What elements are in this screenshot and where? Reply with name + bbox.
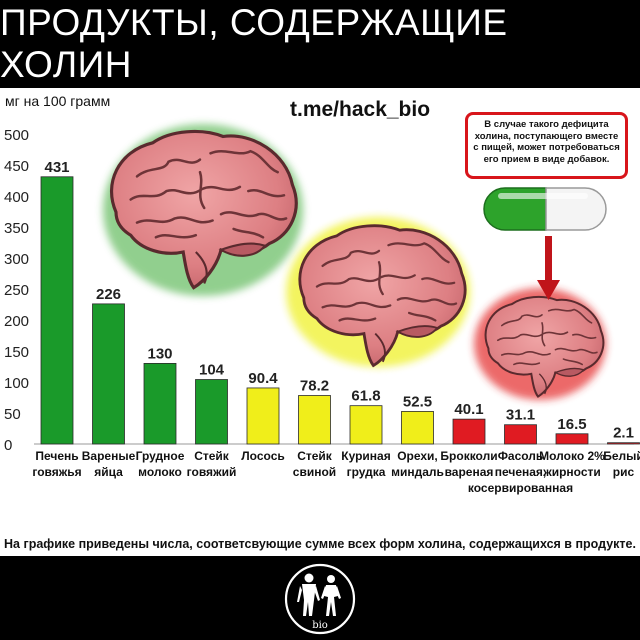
y-tick-label: 500	[4, 127, 29, 144]
brain-illustration-green	[103, 124, 303, 296]
brain-illustration-red	[474, 288, 606, 400]
category-label: Орехи,	[397, 449, 438, 463]
bar	[143, 362, 177, 445]
bar	[555, 433, 589, 445]
category-label: молоко	[138, 465, 182, 479]
category-label: Куриная	[341, 449, 390, 463]
category-label: Стейк	[194, 449, 230, 463]
y-tick-label: 100	[4, 375, 29, 392]
category-label: Фасоль	[498, 449, 544, 463]
category-label: яйца	[94, 465, 123, 479]
down-arrow-icon	[537, 236, 560, 300]
y-tick-label: 50	[4, 406, 21, 423]
brain-illustration-yellow	[286, 217, 470, 367]
y-tick-label: 0	[4, 437, 12, 454]
bar	[452, 418, 486, 445]
category-label: рис	[613, 465, 635, 479]
data-label: 2.1	[613, 425, 634, 442]
y-tick-label: 150	[4, 344, 29, 361]
bar	[401, 411, 434, 445]
y-tick-label: 250	[4, 282, 29, 299]
bar	[298, 395, 331, 445]
category-label: говяжий	[187, 465, 237, 479]
data-label: 130	[147, 345, 172, 362]
category-label: Грудное	[136, 449, 185, 463]
data-label: 226	[96, 286, 121, 303]
category-label: Печень	[35, 449, 78, 463]
data-label: 16.5	[557, 416, 586, 433]
data-label: 61.8	[351, 388, 380, 405]
category-label: грудка	[347, 465, 386, 479]
bar	[195, 379, 228, 445]
page-title: ПРОДУКТЫ, СОДЕРЖАЩИЕ ХОЛИН	[0, 2, 508, 85]
y-tick-label: 300	[4, 251, 29, 268]
header-bar: ПРОДУКТЫ, СОДЕРЖАЩИЕ ХОЛИН	[0, 0, 640, 88]
category-label: миндаль	[391, 465, 444, 479]
bar	[40, 176, 74, 445]
data-label: 104	[199, 362, 225, 379]
y-axis-label: мг на 100 грамм	[5, 93, 111, 109]
deficiency-note: В случае такого дефицита холина, поступа…	[465, 112, 628, 179]
channel-handle[interactable]: t.me/hack_bio	[290, 98, 431, 121]
footnote: На графике приведены числа, соответсвующ…	[4, 537, 636, 551]
choline-bar-chart: 0 50 100 150 200 250 300 350 400 450 500 431 Печень…	[4, 124, 640, 495]
data-label: 78.2	[300, 378, 329, 395]
category-label: Брокколи	[440, 449, 497, 463]
data-label: 431	[44, 159, 69, 176]
bar	[504, 424, 537, 445]
y-tick-label: 400	[4, 189, 29, 206]
category-label: печеная,	[495, 465, 547, 479]
data-label: 40.1	[454, 401, 483, 418]
category-label: косервированная	[468, 481, 573, 495]
bar	[92, 303, 125, 445]
category-label: говяжья	[32, 465, 81, 479]
bar	[349, 405, 383, 445]
y-tick-label: 200	[4, 313, 29, 330]
y-tick-label: 350	[4, 220, 29, 237]
y-tick-label: 450	[4, 158, 29, 175]
bar	[246, 387, 280, 445]
category-label: вареная	[445, 465, 494, 479]
pill-icon	[483, 187, 607, 231]
category-label: свиной	[293, 465, 336, 479]
category-label: Молоко 2%	[539, 449, 605, 463]
data-label: 52.5	[403, 393, 432, 410]
category-label: Белый	[603, 449, 640, 463]
category-label: Стейк	[297, 449, 333, 463]
bio-logo: bio	[284, 563, 356, 635]
data-label: 31.1	[506, 407, 535, 424]
logo-text: bio	[312, 620, 328, 631]
data-label: 90.4	[248, 370, 278, 387]
category-label: жирности	[542, 465, 601, 479]
category-label: Вареные	[82, 449, 136, 463]
category-label: Лосось	[241, 449, 285, 463]
bar	[607, 442, 640, 445]
